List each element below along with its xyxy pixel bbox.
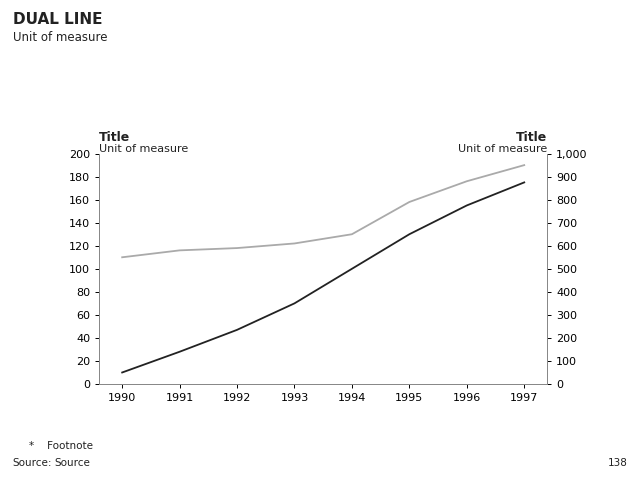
Text: Title: Title <box>99 131 131 144</box>
Text: DUAL LINE: DUAL LINE <box>13 12 102 27</box>
Text: *    Footnote: * Footnote <box>29 441 93 451</box>
Text: Source:: Source: <box>13 458 52 468</box>
Text: Unit of measure: Unit of measure <box>458 144 547 154</box>
Text: Source: Source <box>54 458 90 468</box>
Text: Unit of measure: Unit of measure <box>99 144 188 154</box>
Text: Unit of measure: Unit of measure <box>13 31 108 44</box>
Text: Title: Title <box>516 131 547 144</box>
Text: 138: 138 <box>607 458 627 468</box>
